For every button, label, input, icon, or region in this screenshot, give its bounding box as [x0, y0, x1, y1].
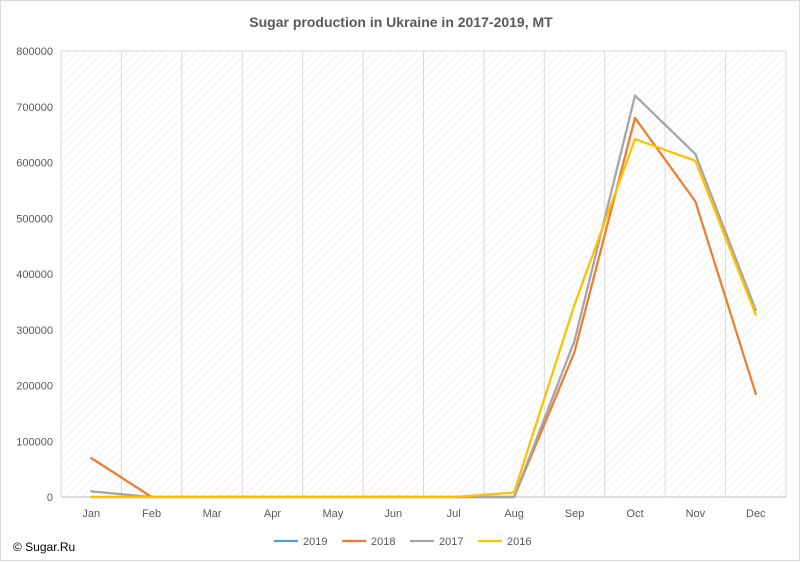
legend-label-2016: 2016 [507, 536, 531, 548]
x-tick-label: Jan [82, 508, 100, 520]
y-tick-label: 100000 [16, 436, 53, 448]
y-tick-label: 0 [47, 492, 53, 504]
series-line-2016 [90, 137, 757, 499]
x-tick-label: Jul [447, 508, 461, 520]
y-tick-label: 800000 [16, 46, 53, 58]
x-tick-label: Apr [264, 508, 281, 520]
legend: 2019 2018 2017 2016 [274, 536, 531, 548]
x-tick-label: Aug [504, 508, 524, 520]
y-tick-label: 200000 [16, 381, 53, 393]
x-tick-label: Dec [746, 508, 766, 520]
legend-label-2019: 2019 [303, 536, 327, 548]
chart-title: Sugar production in Ukraine in 2017-2019… [249, 14, 553, 30]
x-tick-label: Jun [384, 508, 402, 520]
copyright-text: © Sugar.Ru [13, 540, 75, 554]
y-tick-label: 400000 [16, 269, 53, 281]
y-tick-label: 500000 [16, 213, 53, 225]
grid-lines [60, 50, 787, 497]
x-tick-label: Mar [203, 508, 222, 520]
x-tick-label: Nov [686, 508, 706, 520]
x-tick-label: Oct [626, 508, 643, 520]
x-tick-label: May [322, 508, 343, 520]
legend-label-2017: 2017 [439, 536, 463, 548]
x-tick-label: Feb [142, 508, 161, 520]
x-tick-label: Sep [565, 508, 585, 520]
legend-label-2018: 2018 [371, 536, 395, 548]
y-tick-label: 600000 [16, 158, 53, 170]
series-lines [90, 94, 757, 499]
y-tick-label: 300000 [16, 325, 53, 337]
y-tick-label: 700000 [16, 102, 53, 114]
